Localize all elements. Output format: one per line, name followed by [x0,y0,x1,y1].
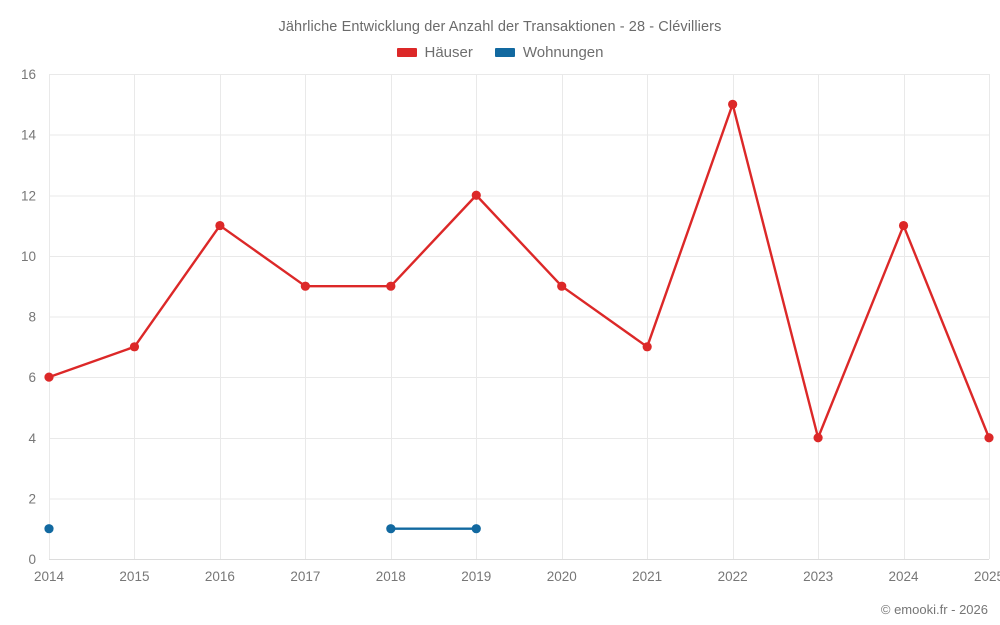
y-tick-label: 0 [28,552,36,567]
data-point[interactable] [386,524,396,534]
gridlines [49,74,990,560]
y-tick-label: 14 [21,128,37,143]
data-point[interactable] [728,99,738,109]
y-tick-label: 10 [21,249,36,264]
x-tick-label: 2019 [461,569,491,584]
x-tick-label: 2025 [974,569,1000,584]
data-point[interactable] [898,220,909,231]
series-wohnungen [44,524,481,534]
data-point[interactable] [215,220,225,231]
x-tick-label: 2016 [205,569,235,584]
data-point[interactable] [44,372,54,382]
chart-title: Jährliche Entwicklung der Anzahl der Tra… [278,19,722,35]
data-point[interactable] [386,281,396,291]
y-tick-label: 4 [28,431,36,446]
y-tick-label: 6 [28,370,36,385]
data-point[interactable] [300,281,310,291]
x-tick-label: 2020 [547,569,577,584]
x-tick-label: 2021 [632,569,662,584]
series-line [47,103,991,439]
x-tick-label: 2023 [803,569,833,584]
copyright-footer: © emooki.fr - 2026 [880,602,988,617]
legend-label-haeuser: Häuser [424,44,473,61]
y-tick-label: 16 [21,67,36,82]
legend-item-wohnungen[interactable]: Wohnungen [494,44,604,61]
y-tick-label: 8 [28,310,36,325]
data-point[interactable] [984,433,994,443]
legend-swatch-haeuser [396,48,417,57]
data-point[interactable] [471,190,481,200]
x-tick-label: 2015 [119,569,149,584]
legend-swatch-wohnungen [494,48,515,57]
x-tick-label: 2014 [34,569,65,584]
x-tick-label: 2022 [718,569,748,584]
x-tick-label: 2017 [290,569,320,584]
data-point[interactable] [557,281,567,291]
data-point[interactable] [813,433,823,443]
data-point[interactable] [642,342,652,352]
data-point[interactable] [471,524,481,534]
series-häuser [44,99,994,443]
data-point[interactable] [129,342,140,352]
chart-legend: Häuser Wohnungen [0,44,1000,61]
legend-label-wohnungen: Wohnungen [522,44,604,61]
y-tick-label: 12 [21,188,36,203]
y-tick-label: 2 [28,491,36,506]
x-tick-label: 2024 [889,569,920,584]
x-tick-label: 2018 [376,569,406,584]
y-axis-ticks: 0 2 4 6 8 10 12 14 16 [21,67,37,567]
data-point[interactable] [44,524,54,534]
legend-item-haeuser[interactable]: Häuser [396,44,473,61]
x-axis-ticks: 2014 2015 2016 2017 2018 2019 2020 2021 2022 2023… [34,569,1000,584]
